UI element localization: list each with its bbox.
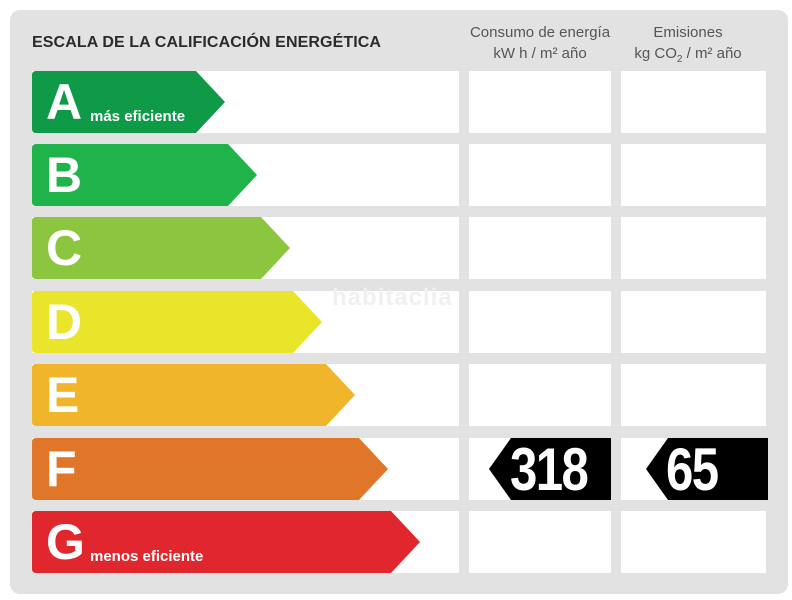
rating-row-a: A más eficiente [0, 71, 792, 133]
consumo-value: 318 [510, 436, 589, 503]
rating-sublabel: menos eficiente [90, 548, 204, 565]
rating-row-f: F 318 65 [0, 436, 792, 503]
rating-row-d: D [0, 291, 792, 353]
consumo-cell [469, 144, 611, 206]
emisiones-cell [621, 217, 766, 279]
rating-row-c: C [0, 217, 792, 279]
emisiones-cell [621, 144, 766, 206]
emisiones-header-line2: kg CO2 / m² año [634, 45, 742, 65]
consumo-cell [469, 71, 611, 133]
emisiones-cell [621, 291, 766, 353]
rating-row-e: E [0, 364, 792, 426]
rating-arrow-b [32, 144, 258, 206]
consumo-header: Consumo de energía kW h / m² año [463, 22, 617, 64]
emisiones-header-line1: Emisiones [653, 24, 723, 41]
rating-arrow-a [32, 71, 226, 133]
consumo-cell [469, 511, 611, 573]
rating-arrow-g [32, 511, 421, 573]
emisiones-header: Emisiones kg CO2 / m² año [618, 22, 758, 70]
rating-arrow-e [32, 364, 356, 426]
rating-letter: A [46, 74, 83, 130]
watermark: habitaclia [332, 284, 453, 311]
emisiones-cell [621, 511, 766, 573]
rating-letter: E [46, 367, 80, 423]
rating-letter: G [46, 514, 85, 570]
consumo-cell [469, 291, 611, 353]
emisiones-cell [621, 71, 766, 133]
emisiones-cell [621, 364, 766, 426]
rating-sublabel: más eficiente [90, 108, 186, 125]
rating-letter: F [46, 441, 77, 497]
rating-arrow-d [32, 291, 323, 353]
emisiones-value: 65 [666, 436, 719, 503]
rating-arrow-c [32, 217, 291, 279]
rating-row-b: B [0, 144, 792, 206]
consumo-header-line2: kW h / m² año [493, 45, 587, 62]
consumo-value-tag [489, 438, 611, 500]
emisiones-value-tag [646, 438, 768, 500]
rating-arrow-f [32, 438, 389, 500]
consumo-cell [469, 217, 611, 279]
consumo-cell [469, 364, 611, 426]
page-title: ESCALA DE LA CALIFICACIÓN ENERGÉTICA [32, 34, 382, 51]
consumo-header-line1: Consumo de energía [469, 24, 611, 41]
rating-letter: D [46, 294, 83, 350]
rating-row-g: G menos eficiente [0, 511, 792, 573]
rating-letter: C [46, 220, 83, 276]
rating-letter: B [46, 147, 83, 203]
